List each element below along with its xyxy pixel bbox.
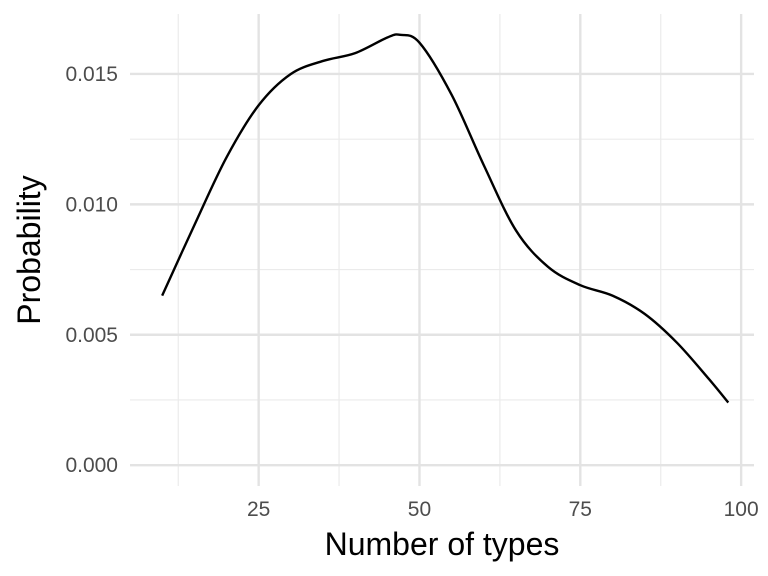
major-gridlines [130, 14, 754, 486]
minor-gridlines [130, 14, 754, 486]
y-axis-ticks: 0.000 0.005 0.010 0.015 [65, 63, 118, 477]
x-tick-label: 75 [569, 498, 592, 521]
x-axis-title: Number of types [325, 526, 560, 562]
x-tick-label: 50 [408, 498, 431, 521]
y-tick-label: 0.015 [65, 63, 118, 86]
density-line [161, 33, 730, 404]
x-axis-ticks: 25 50 75 100 [247, 498, 759, 521]
y-axis-title: Probability [11, 175, 47, 324]
y-tick-label: 0.010 [65, 193, 118, 216]
y-tick-label: 0.000 [65, 454, 118, 477]
x-tick-label: 25 [247, 498, 270, 521]
series-layer [161, 33, 730, 404]
x-tick-label: 100 [724, 498, 759, 521]
y-tick-label: 0.005 [65, 324, 118, 347]
